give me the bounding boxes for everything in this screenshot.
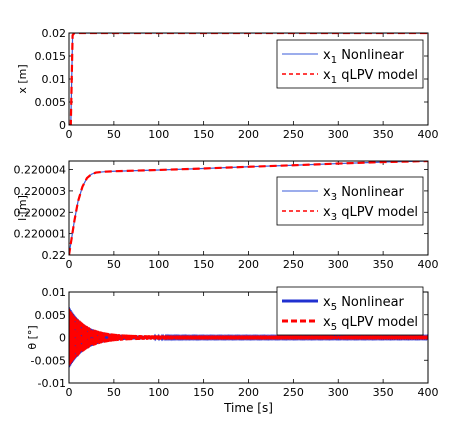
legend-box [276, 286, 424, 336]
x-tick-label: 300 [328, 258, 349, 271]
legend: x5 Nonlinear x5 qLPV model [276, 286, 424, 336]
x-tick-label: 150 [193, 128, 214, 141]
series-line-qlpv [69, 161, 428, 255]
y-tick-label: 0 [59, 332, 66, 345]
x-tick-label: 200 [238, 258, 259, 271]
y-tick-label: 0.220001 [14, 228, 67, 241]
series-line-qlpv [69, 308, 428, 366]
x-tick-label: 400 [418, 386, 439, 399]
x-tick-label: 250 [283, 258, 304, 271]
x-tick-label: 100 [148, 386, 169, 399]
y-tick-label: 0.22 [42, 249, 67, 262]
x-tick-label: 400 [418, 128, 439, 141]
x-tick-label: 350 [373, 258, 394, 271]
x-axis-label: Time [s] [223, 401, 273, 415]
y-tick-label: 0.01 [42, 73, 67, 86]
y-axis-label: l [m] [16, 195, 29, 221]
y-tick-label: 0.220002 [14, 206, 67, 219]
y-tick-label: 0.02 [42, 27, 67, 40]
legend-subscript: 1 [331, 55, 337, 66]
legend-entry: x5 Nonlinear [323, 295, 405, 313]
x-tick-label: 0 [66, 386, 73, 399]
legend-label: Nonlinear [337, 295, 404, 310]
x-tick-label: 150 [193, 386, 214, 399]
legend-label: qLPV model [337, 315, 418, 330]
legend-entry: x3 Nonlinear [323, 185, 405, 203]
legend-subscript: 1 [331, 75, 337, 86]
y-tick-label: -0.005 [31, 354, 66, 367]
y-tick-label: 0.005 [35, 96, 67, 109]
x-tick-label: 0 [66, 128, 73, 141]
legend-entry: x3 qLPV model [323, 205, 418, 223]
x-tick-label: 350 [373, 128, 394, 141]
legend-label: qLPV model [337, 68, 418, 83]
x-tick-label: 350 [373, 386, 394, 399]
x-tick-label: 200 [238, 386, 259, 399]
x-tick-label: 200 [238, 128, 259, 141]
x-tick-label: 50 [107, 258, 121, 271]
legend-subscript: 5 [331, 302, 337, 313]
y-tick-label: 0.01 [42, 286, 67, 299]
series-group [69, 33, 428, 125]
legend-subscript: 5 [331, 322, 337, 333]
x-tick-label: 300 [328, 128, 349, 141]
y-tick-label: 0 [59, 119, 66, 132]
chart-panel-1: 0 50 100 150 200 250 300 350 400 0 0.005 0.01 0.015 0… [16, 27, 439, 141]
legend-entry: x1 Nonlinear [323, 48, 405, 66]
legend-label: Nonlinear [337, 48, 404, 63]
series-group [69, 306, 428, 368]
x-tick-label: 150 [193, 258, 214, 271]
axes-frame [68, 160, 429, 256]
series-line-qlpv [69, 33, 428, 125]
legend-box [276, 39, 424, 89]
x-tick-label: 400 [418, 258, 439, 271]
y-tick-label: 0.220003 [14, 185, 67, 198]
legend: x3 Nonlinear x3 qLPV model [276, 176, 424, 226]
x-tick-label: 0 [66, 258, 73, 271]
series-group [69, 161, 428, 255]
y-tick-label: 0.015 [35, 50, 67, 63]
legend-entry: x5 qLPV model [323, 315, 418, 333]
x-tick-label: 100 [148, 128, 169, 141]
legend-label: qLPV model [337, 205, 418, 220]
legend: x1 Nonlinear x1 qLPV model [276, 39, 424, 89]
axes-frame [68, 32, 429, 126]
y-axis-label: θ [°] [26, 325, 39, 349]
legend-subscript: 3 [331, 192, 337, 203]
x-tick-label: 250 [283, 386, 304, 399]
y-tick-label: -0.01 [38, 377, 66, 390]
legend-label: Nonlinear [337, 185, 404, 200]
legend-entry: x1 qLPV model [323, 68, 418, 86]
y-tick-label: 0.005 [35, 309, 67, 322]
y-axis-label: x [m] [16, 64, 29, 93]
x-tick-label: 100 [148, 258, 169, 271]
chart-panel-3: 0 50 100 150 200 250 300 350 400 -0.01 -0.005 0 0.00… [26, 286, 439, 415]
y-tick-label: 0.220004 [14, 164, 67, 177]
axes-frame [68, 291, 429, 384]
legend-subscript: 3 [331, 212, 337, 223]
legend-box [276, 176, 424, 226]
x-tick-label: 300 [328, 386, 349, 399]
chart-panel-2: 0 50 100 150 200 250 300 350 400 0.22 0.220001 0.22… [14, 160, 439, 271]
x-tick-label: 250 [283, 128, 304, 141]
x-tick-label: 50 [107, 128, 121, 141]
x-tick-label: 50 [107, 386, 121, 399]
